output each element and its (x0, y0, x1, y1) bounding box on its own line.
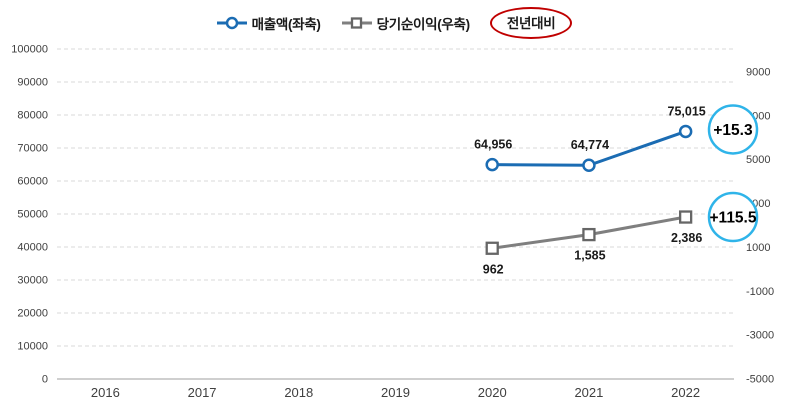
square-marker (485, 241, 499, 255)
y-axis-tick-right: -3000 (746, 330, 774, 342)
y-axis-tick-right: 5000 (746, 154, 770, 166)
x-axis-label: 2020 (478, 385, 507, 400)
data-label: 75,015 (668, 104, 706, 118)
y-axis-tick-left: 100000 (11, 44, 48, 56)
y-axis-tick-left: 50000 (17, 209, 48, 221)
legend-item-yoy-ellipse: 전년대비 (489, 7, 573, 39)
y-axis-tick-right: 9000 (746, 67, 770, 79)
y-axis-tick-left: 0 (42, 374, 48, 386)
line-square-marker-icon (341, 17, 372, 29)
y-axis-tick-left: 70000 (17, 143, 48, 155)
x-axis-label: 2022 (671, 385, 700, 400)
square-marker (582, 227, 596, 242)
y-axis-tick-left: 30000 (17, 275, 48, 287)
y-axis-tick-left: 80000 (17, 110, 48, 122)
legend-label-sales: 매출액(좌축) (251, 17, 321, 32)
data-label: 962 (483, 262, 504, 276)
y-axis-tick-left: 60000 (17, 176, 48, 188)
legend-item-sales: 매출액(좌축) (216, 13, 321, 33)
legend-label-yoy: 전년대비 (506, 16, 556, 31)
x-axis-label: 2017 (188, 385, 217, 400)
y-axis-tick-left: 90000 (17, 77, 48, 89)
annotation-text: +115.5 (710, 210, 757, 227)
legend-label-netincome: 당기순이익(우축) (376, 17, 471, 32)
data-label: 2,386 (671, 231, 702, 245)
x-axis-label: 2021 (574, 385, 603, 400)
chart-legend: 매출액(좌축) 당기순이익(우축) 전년대비 (0, 6, 788, 40)
y-axis-tick-left: 10000 (17, 341, 48, 353)
x-axis-label: 2019 (381, 385, 410, 400)
circle-marker (678, 124, 693, 139)
circle-marker (582, 158, 596, 172)
data-label: 64,774 (571, 138, 609, 152)
y-axis-tick-right: -1000 (746, 286, 774, 298)
y-axis-tick-left: 20000 (17, 308, 48, 320)
annotation-text: +15.3 (713, 122, 753, 139)
circle-marker (485, 157, 499, 172)
y-axis-tick-left: 40000 (17, 242, 48, 254)
annotation-circle (707, 191, 759, 243)
x-axis-label: 2018 (284, 385, 313, 400)
x-axis-label: 2016 (91, 385, 120, 400)
line-circle-marker-icon (216, 16, 247, 30)
y-axis-tick-right: 1000 (746, 242, 770, 254)
square-marker (678, 210, 693, 224)
annotation-circle (707, 104, 759, 155)
y-axis-tick-right: -5000 (746, 374, 774, 386)
legend-item-netincome: 당기순이익(우축) (341, 13, 470, 33)
data-label: 1,585 (574, 249, 605, 263)
data-label: 64,956 (474, 138, 512, 152)
